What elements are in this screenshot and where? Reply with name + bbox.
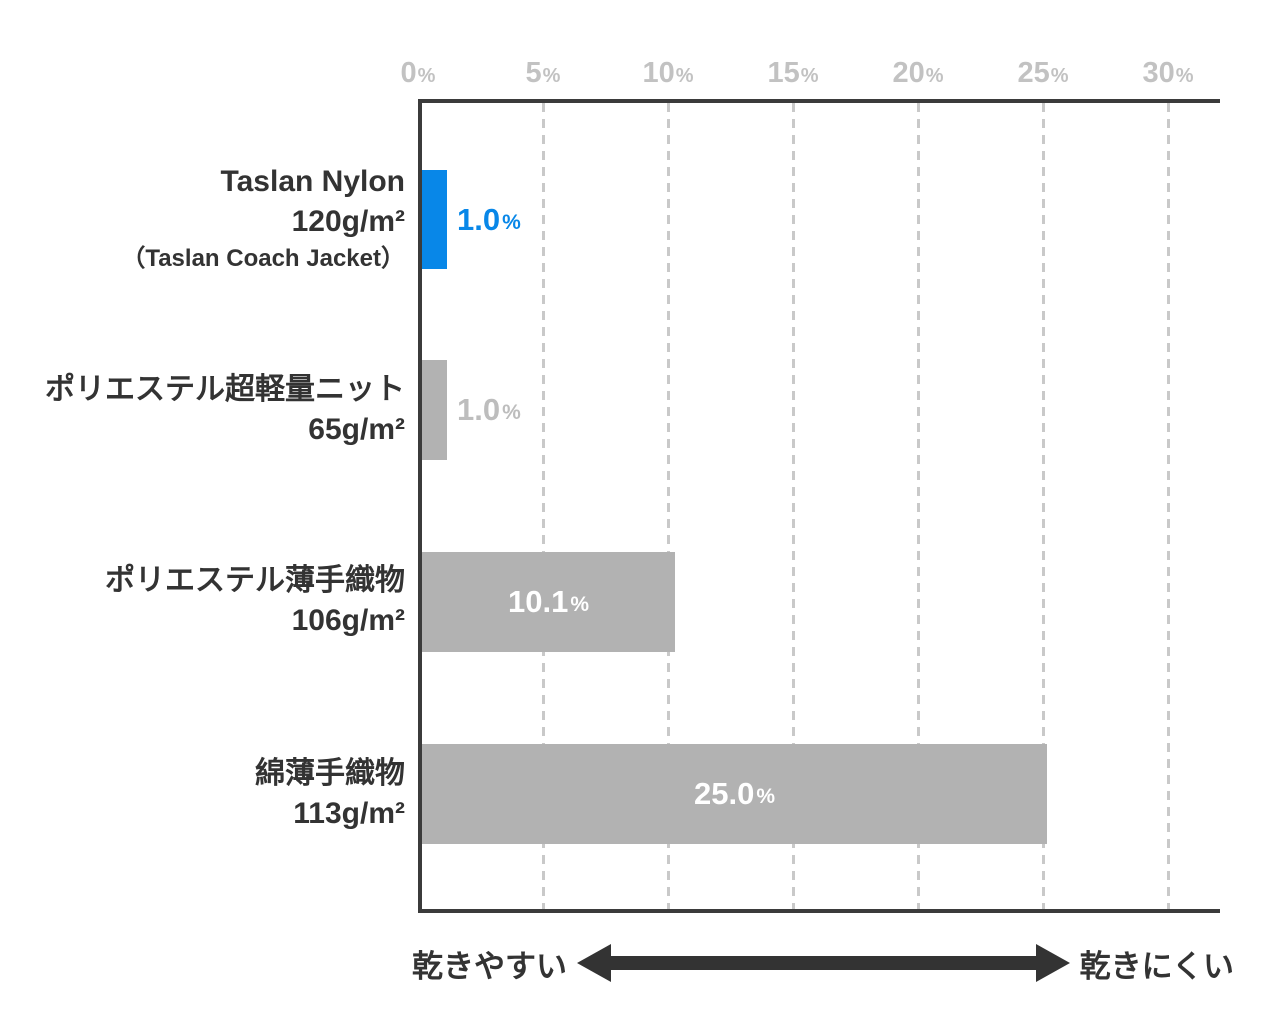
category-label-line: 120g/m² [291, 205, 405, 238]
value-unit: % [502, 401, 521, 424]
tick-unit: % [925, 65, 944, 87]
bar-value-label: 10.1% [422, 552, 675, 652]
category-label-line: 65g/m² [308, 413, 405, 446]
arrow-head-right-icon [1035, 944, 1070, 982]
axis-tick-20: 20% [858, 56, 978, 95]
category-label-line: 綿薄手織物 [255, 757, 405, 790]
value-unit: % [502, 210, 521, 234]
bar-value-label: 1.0% [457, 360, 521, 460]
easy-to-dry-label: 乾きやすい [412, 948, 567, 984]
tick-unit: % [1175, 65, 1194, 87]
tick-number: 25 [1017, 57, 1050, 89]
axis-tick-5: 5% [483, 56, 603, 95]
axis-tick-15: 15% [733, 56, 853, 95]
arrow-head-left-icon [577, 944, 611, 982]
axis-tick-30: 30% [1108, 56, 1228, 95]
category-label-line: Taslan Nylon [220, 165, 405, 198]
category-label-line: （Taslan Coach Jacket） [121, 245, 405, 272]
value-number: 1.0 [457, 201, 501, 237]
value-unit: % [756, 785, 776, 808]
axis-tick-25: 25% [983, 56, 1103, 95]
arrow-shaft [611, 956, 1036, 970]
gridline-10pct [667, 103, 670, 909]
tick-unit: % [1050, 65, 1069, 87]
category-label-line: ポリエステル超軽量ニット [45, 373, 405, 406]
category-label-line: ポリエステル薄手織物 [105, 564, 405, 597]
category-label-line: 106g/m² [291, 604, 405, 637]
value-number: 1.0 [457, 392, 501, 427]
bar-polyester-woven [422, 552, 675, 652]
hard-to-dry-label: 乾きにくい [1079, 948, 1234, 984]
tick-number: 0 [400, 57, 417, 89]
category-label-line: 113g/m² [293, 797, 405, 830]
category-label-cotton-woven: 綿薄手織物 113g/m² [20, 744, 405, 844]
bar-polyester-knit [422, 360, 447, 460]
tick-number: 5 [525, 57, 542, 89]
category-label-taslan-nylon: Taslan Nylon 120g/m² （Taslan Coach Jacke… [20, 155, 405, 283]
gridline-20pct [917, 103, 920, 909]
gridline-15pct [792, 103, 795, 909]
tick-number: 20 [892, 57, 925, 89]
bar-cotton-woven [422, 744, 1047, 844]
value-number: 10.1 [507, 584, 569, 619]
tick-unit: % [800, 65, 819, 87]
category-label-polyester-woven: ポリエステル薄手織物 106g/m² [20, 551, 405, 651]
tick-number: 30 [1142, 57, 1175, 89]
plot-area: 1.0% 1.0% 10.1% 25.0% [418, 99, 1220, 913]
bar-taslan-nylon [422, 170, 447, 269]
gridline-30pct [1167, 103, 1170, 909]
value-number: 25.0 [693, 776, 755, 811]
dry-scale-legend: 乾きやすい 乾きにくい [412, 934, 1234, 992]
tick-unit: % [417, 65, 436, 87]
tick-number: 15 [767, 57, 800, 89]
gridline-5pct [542, 103, 545, 909]
axis-tick-10: 10% [608, 56, 728, 95]
tick-unit: % [542, 65, 561, 87]
bar-value-label: 25.0% [422, 744, 1047, 844]
bar-row-taslan-nylon: 1.0% [422, 170, 1220, 269]
bar-row-cotton-woven: 25.0% [422, 744, 1220, 844]
bar-value-label: 1.0% [457, 170, 521, 269]
category-label-polyester-knit: ポリエステル超軽量ニット 65g/m² [20, 360, 405, 460]
bar-row-polyester-woven: 10.1% [422, 552, 1220, 652]
tick-number: 10 [642, 57, 675, 89]
double-arrow-icon [577, 944, 1070, 982]
bar-row-polyester-knit: 1.0% [422, 360, 1220, 460]
axis-tick-0: 0% [358, 56, 478, 95]
tick-unit: % [675, 65, 694, 87]
gridline-25pct [1042, 103, 1045, 909]
value-unit: % [570, 593, 590, 616]
